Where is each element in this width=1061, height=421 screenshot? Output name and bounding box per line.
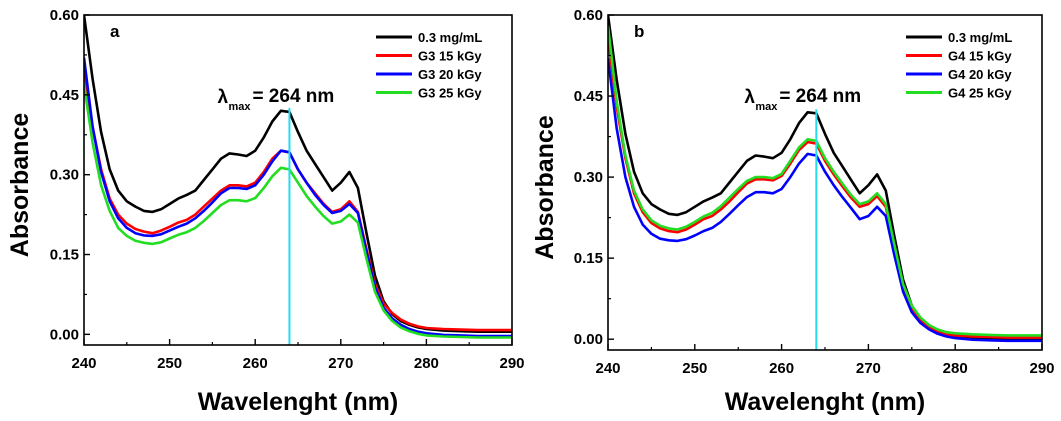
series-line-4: [84, 84, 512, 339]
x-tick-label: 280: [943, 360, 968, 377]
lambda-symbol: λ: [217, 87, 228, 108]
x-tick-label: 280: [414, 355, 439, 372]
panel-label: a: [110, 22, 120, 41]
y-tick-label: 0.00: [574, 331, 603, 348]
x-tick-label: 270: [856, 360, 881, 377]
panel-label: b: [634, 22, 644, 41]
legend-label-3: G4 20 kGy: [948, 67, 1012, 82]
legend-label-2: G3 15 kGy: [418, 49, 482, 64]
lambda-value: = 264 nm: [252, 86, 334, 107]
y-tick-label: 0.45: [50, 87, 79, 104]
x-axis-title: Wavelenght (nm): [725, 388, 925, 416]
legend: 0.3 mg/mL G3 15 kGy G3 20 kGy G3 25 kGy: [376, 30, 482, 101]
y-tick-label: 0.30: [50, 167, 79, 184]
series-group: [84, 15, 512, 339]
legend-label-1: 0.3 mg/mL: [948, 30, 1012, 45]
legend-label-3: G3 20 kGy: [418, 67, 482, 82]
y-axis-title: Absorbance: [531, 115, 559, 260]
x-tick-label: 290: [1029, 360, 1054, 377]
x-axis-title: Wavelenght (nm): [198, 388, 398, 416]
x-tick-label: 250: [682, 360, 707, 377]
series-line-4: [608, 25, 1042, 337]
lambda-symbol: λ: [744, 87, 755, 108]
x-tick-label: 270: [328, 355, 353, 372]
y-tick-label: 0.45: [574, 88, 603, 105]
y-tick-label: 0.30: [574, 169, 603, 186]
series-line-3: [608, 58, 1042, 343]
y-tick-label: 0.00: [50, 326, 79, 343]
series-line-3: [84, 57, 512, 338]
lambda-subscript: max: [755, 101, 778, 113]
x-tick-label: 290: [499, 355, 524, 372]
legend-label-4: G3 25 kGy: [418, 86, 482, 101]
legend: 0.3 mg/mL G4 15 kGy G4 20 kGy G4 25 kGy: [906, 30, 1012, 101]
y-tick-label: 0.15: [574, 250, 603, 267]
y-tick-label: 0.15: [50, 247, 79, 264]
y-axis-title: Absorbance: [6, 113, 34, 258]
series-group: [608, 15, 1042, 343]
chart-panel-b: 240 250 260 270 280 290 0.00 0.15 0.30 0.45 0.60 Wa…: [531, 7, 1055, 416]
lambda-subscript: max: [228, 101, 251, 113]
chart-panel-a: 240 250 260 270 280 290 0.00 0.15 0.30 0.45 0.60 Wa…: [6, 7, 525, 416]
x-tick-label: 240: [595, 360, 620, 377]
legend-label-4: G4 25 kGy: [948, 86, 1012, 101]
legend-label-1: 0.3 mg/mL: [418, 30, 482, 45]
lambda-value: = 264 nm: [779, 86, 861, 107]
y-tick-label: 0.60: [50, 7, 79, 24]
series-line-2: [608, 36, 1042, 339]
x-tick-label: 240: [71, 355, 96, 372]
x-tick-label: 260: [769, 360, 794, 377]
y-tick-label: 0.60: [574, 7, 603, 24]
legend-label-2: G4 15 kGy: [948, 49, 1012, 64]
x-tick-label: 260: [243, 355, 268, 372]
x-tick-label: 250: [157, 355, 182, 372]
